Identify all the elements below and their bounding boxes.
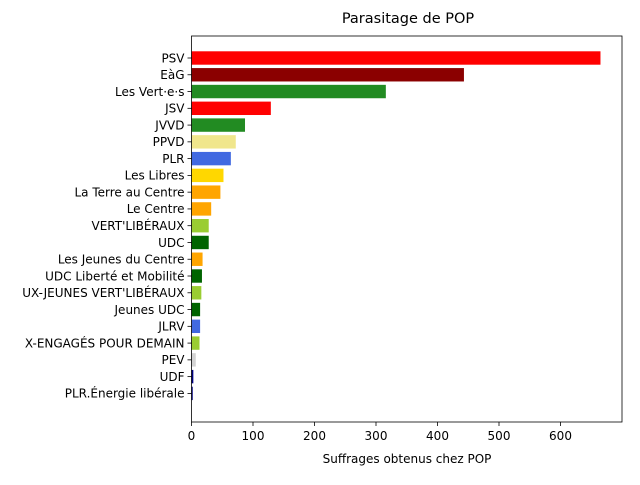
- y-tick-label-19: UDF: [160, 370, 185, 384]
- bar-9: [191, 202, 212, 216]
- y-tick-label-15: Jeunes UDC: [114, 303, 185, 317]
- x-tick-label-2: 200: [303, 429, 326, 443]
- bar-0: [191, 51, 601, 65]
- y-tick-label-16: JLRV: [157, 320, 185, 334]
- y-tick-label-1: EàG: [160, 68, 184, 82]
- y-tick-label-6: PLR: [162, 152, 184, 166]
- x-tick-label-6: 600: [549, 429, 572, 443]
- bar-12: [191, 252, 203, 266]
- y-tick-label-18: PEV: [161, 353, 185, 367]
- y-tick-label-10: VERT'LIBÉRAUX: [92, 218, 185, 233]
- y-tick-label-4: JVVD: [154, 118, 184, 132]
- y-tick-label-13: UDC Liberté et Mobilité: [45, 269, 184, 283]
- bar-5: [191, 135, 236, 149]
- y-tick-label-12: Les Jeunes du Centre: [58, 253, 185, 267]
- y-tick-label-0: PSV: [161, 51, 185, 65]
- y-tick-label-7: Les Libres: [125, 169, 185, 183]
- x-tick-label-0: 0: [188, 429, 196, 443]
- y-tick-label-3: JSV: [164, 102, 185, 116]
- x-axis-label: Suffrages obtenus chez POP: [323, 452, 492, 466]
- bar-1: [191, 68, 464, 82]
- y-tick-label-5: PPVD: [153, 135, 185, 149]
- bar-18: [191, 353, 196, 367]
- plot-area: PSV EàG Les Vert·e·s JSV JVVD PPVD PLR Les Libr…: [22, 35, 623, 443]
- bar-11: [191, 235, 209, 250]
- bar-14: [191, 286, 202, 300]
- bar-20: [191, 386, 193, 401]
- bar-3: [191, 101, 271, 116]
- y-tick-label-11: UDC: [158, 236, 184, 250]
- bar-15: [191, 302, 201, 317]
- bar-16: [191, 319, 201, 334]
- bar-8: [191, 185, 221, 199]
- y-tick-label-2: Les Vert·e·s: [115, 85, 185, 99]
- bar-17: [191, 336, 200, 350]
- bar-7: [191, 168, 224, 183]
- y-tick-label-9: Le Centre: [127, 202, 185, 216]
- chart-title: Parasitage de POP: [342, 11, 475, 27]
- x-tick-label-1: 100: [242, 429, 265, 443]
- y-tick-label-8: La Terre au Centre: [74, 185, 184, 199]
- x-tick-label-5: 500: [488, 429, 511, 443]
- x-tick-label-3: 300: [365, 429, 388, 443]
- bar-13: [191, 269, 202, 283]
- y-tick-label-20: PLR.Énergie libérale: [65, 386, 185, 401]
- bar-4: [191, 118, 246, 132]
- x-tick-label-4: 400: [426, 429, 449, 443]
- bar-19: [191, 369, 194, 384]
- bar-6: [191, 151, 231, 166]
- axes-frame: [191, 35, 623, 423]
- y-tick-label-17: X-ENGAGÉS POUR DEMAIN: [25, 335, 185, 350]
- bar-10: [191, 219, 209, 233]
- y-tick-label-14: UX-JEUNES VERT'LIBÉRAUX: [22, 285, 184, 300]
- bar-2: [191, 84, 386, 99]
